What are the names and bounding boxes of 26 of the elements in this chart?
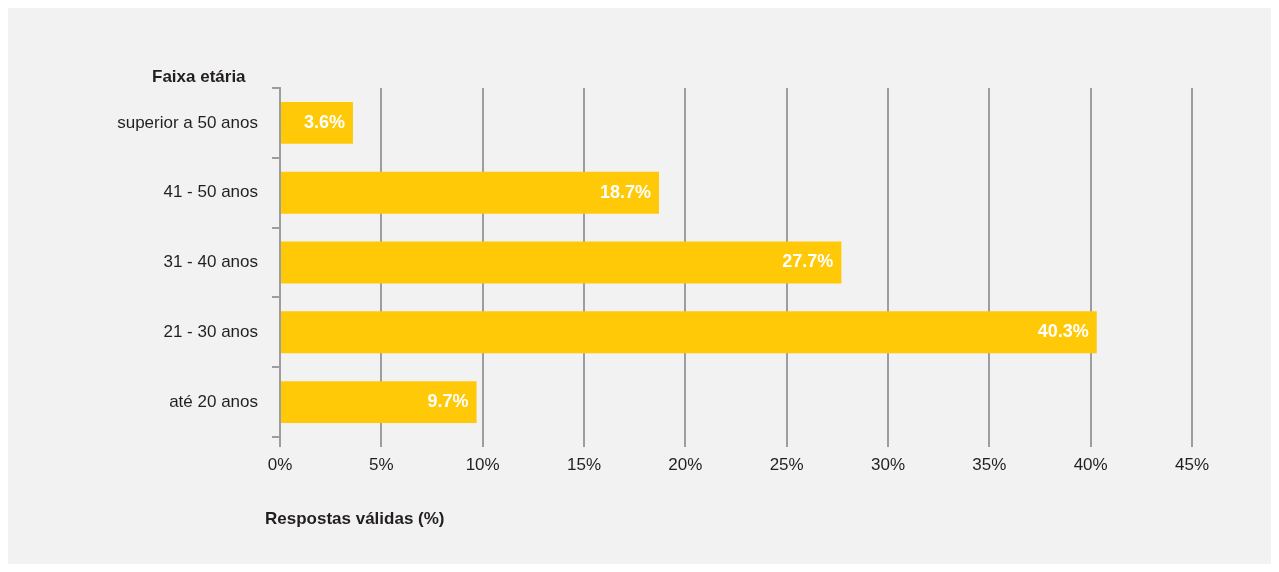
y-tick-label: até 20 anos [169, 391, 258, 411]
data-label: 27.7% [782, 251, 834, 272]
x-tick-label: 25% [769, 454, 804, 474]
x-tick-label: 5% [369, 454, 394, 474]
x-tick-label: 30% [870, 454, 906, 474]
y-tick-label: superior a 50 anos [117, 112, 258, 132]
x-tick-label: 35% [972, 454, 1007, 474]
y-tick-label: 41 - 50 anos [163, 182, 258, 202]
x-tick-label: 0% [267, 454, 293, 474]
data-label: 9.7% [427, 391, 469, 412]
x-axis-title: Respostas válidas (%) [265, 508, 445, 528]
bar [281, 381, 477, 424]
x-tick-label: 45% [1174, 454, 1210, 474]
bar [281, 241, 842, 284]
x-tick-label: 15% [566, 454, 602, 474]
x-tick-label: 10% [465, 454, 500, 474]
y-tick-label: 21 - 30 anos [163, 321, 258, 341]
x-tick-label: 40% [1073, 454, 1108, 474]
data-label: 3.6% [303, 111, 345, 132]
data-label: 18.7% [599, 181, 651, 202]
x-tick-label: 20% [668, 454, 703, 474]
y-axis-title: Faixa etária [152, 66, 247, 86]
y-tick-label: 31 - 40 anos [163, 252, 258, 272]
bar [281, 171, 659, 214]
data-label: 40.3% [1037, 321, 1089, 342]
bar [281, 311, 1097, 354]
